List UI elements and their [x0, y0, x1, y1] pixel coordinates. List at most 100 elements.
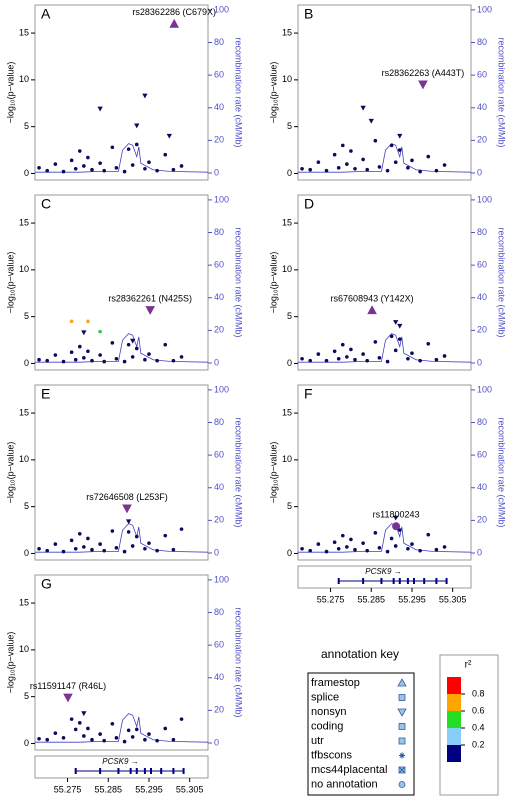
- exon: [150, 768, 153, 774]
- point: [340, 143, 345, 148]
- point: [114, 546, 119, 550]
- point: [336, 166, 341, 170]
- point: [373, 531, 378, 535]
- y2-tick-label: 40: [214, 292, 224, 302]
- point: [69, 538, 74, 543]
- point: [365, 167, 370, 172]
- point: [73, 727, 78, 732]
- key-symbol: [398, 766, 406, 774]
- point: [345, 545, 349, 549]
- point: [86, 319, 90, 324]
- y2-tick-label: 0: [477, 547, 482, 557]
- recombination-line: [35, 143, 209, 173]
- lead-snp-label: rs67608943 (Y142X): [331, 293, 414, 303]
- point: [82, 164, 86, 168]
- y-tick-label: 0: [24, 548, 29, 558]
- point: [316, 542, 321, 546]
- point: [77, 344, 82, 349]
- y-tick-label: 10: [19, 454, 29, 464]
- point: [122, 169, 127, 174]
- point: [365, 358, 370, 363]
- exon: [362, 578, 365, 584]
- point: [86, 155, 90, 160]
- y2-tick-label: 80: [214, 37, 224, 47]
- x-tick-label: 55.305: [439, 594, 467, 604]
- point: [45, 358, 50, 363]
- r2-title: r²: [465, 660, 472, 671]
- point: [393, 515, 399, 521]
- key-symbol: [399, 752, 405, 759]
- exon: [423, 578, 426, 584]
- y-tick-label: 10: [282, 454, 292, 464]
- key-title: annotation key: [321, 647, 399, 661]
- point: [37, 166, 41, 170]
- panel-label: B: [304, 6, 313, 22]
- point: [134, 534, 139, 539]
- lead-snp: [169, 18, 180, 28]
- y2-axis-label: recombination rate (cM/Mb): [234, 417, 244, 527]
- point: [373, 340, 378, 344]
- point: [90, 358, 94, 363]
- point: [179, 355, 184, 359]
- point: [179, 527, 184, 531]
- point: [332, 152, 337, 157]
- point: [324, 168, 329, 173]
- lead-snp-label: rs11591147 (R46L): [30, 681, 106, 691]
- point: [102, 548, 106, 553]
- gene-track: [34, 755, 209, 779]
- y2-tick-label: 40: [477, 292, 487, 302]
- y2-tick-label: 80: [477, 37, 487, 47]
- exon: [143, 768, 146, 774]
- exon: [337, 578, 340, 584]
- point: [393, 544, 398, 548]
- point: [345, 162, 349, 166]
- key-item: splice: [311, 691, 339, 703]
- y-axis-label: −log₁₀(p−value): [5, 252, 15, 314]
- point: [377, 356, 382, 360]
- key-symbol: [398, 723, 406, 730]
- exon: [392, 578, 395, 584]
- point: [373, 138, 378, 143]
- y2-tick-label: 60: [214, 260, 224, 270]
- point: [316, 352, 321, 356]
- lead-snp-label: rs11800243: [373, 510, 420, 520]
- y2-tick-label: 60: [214, 450, 224, 460]
- lead-snp: [145, 306, 155, 315]
- point: [340, 342, 345, 347]
- y2-tick-label: 0: [214, 547, 219, 557]
- point: [353, 357, 357, 362]
- r2-tick-label: 0.6: [472, 705, 485, 715]
- key-item: no annotation: [311, 778, 378, 790]
- lead-snp-label: rs28362286 (C679X): [132, 7, 216, 17]
- y-tick-label: 15: [19, 217, 29, 227]
- y-tick-label: 10: [19, 264, 29, 274]
- point: [300, 356, 304, 361]
- point: [61, 736, 66, 740]
- plot-frame: [34, 194, 209, 371]
- plot-frame: [297, 194, 472, 371]
- point: [147, 541, 151, 545]
- point: [37, 546, 41, 551]
- point: [179, 164, 184, 168]
- r2-box: [439, 654, 499, 796]
- y2-tick-label: 40: [214, 672, 224, 682]
- point: [53, 353, 58, 357]
- y2-tick-label: 100: [477, 384, 492, 394]
- point: [73, 546, 78, 551]
- plot-frame: [34, 384, 209, 561]
- y2-tick-label: 80: [214, 227, 224, 237]
- point: [308, 548, 313, 553]
- point: [102, 359, 106, 364]
- point: [442, 545, 447, 549]
- exon: [413, 578, 416, 584]
- key-symbol: [398, 737, 406, 745]
- key-symbol: [397, 678, 407, 687]
- panel-label: G: [41, 576, 52, 592]
- point: [308, 358, 313, 363]
- y2-tick-label: 40: [214, 482, 224, 492]
- point: [418, 358, 422, 363]
- x-tick-label: 55.285: [358, 594, 386, 604]
- point: [61, 359, 66, 364]
- point: [102, 168, 106, 173]
